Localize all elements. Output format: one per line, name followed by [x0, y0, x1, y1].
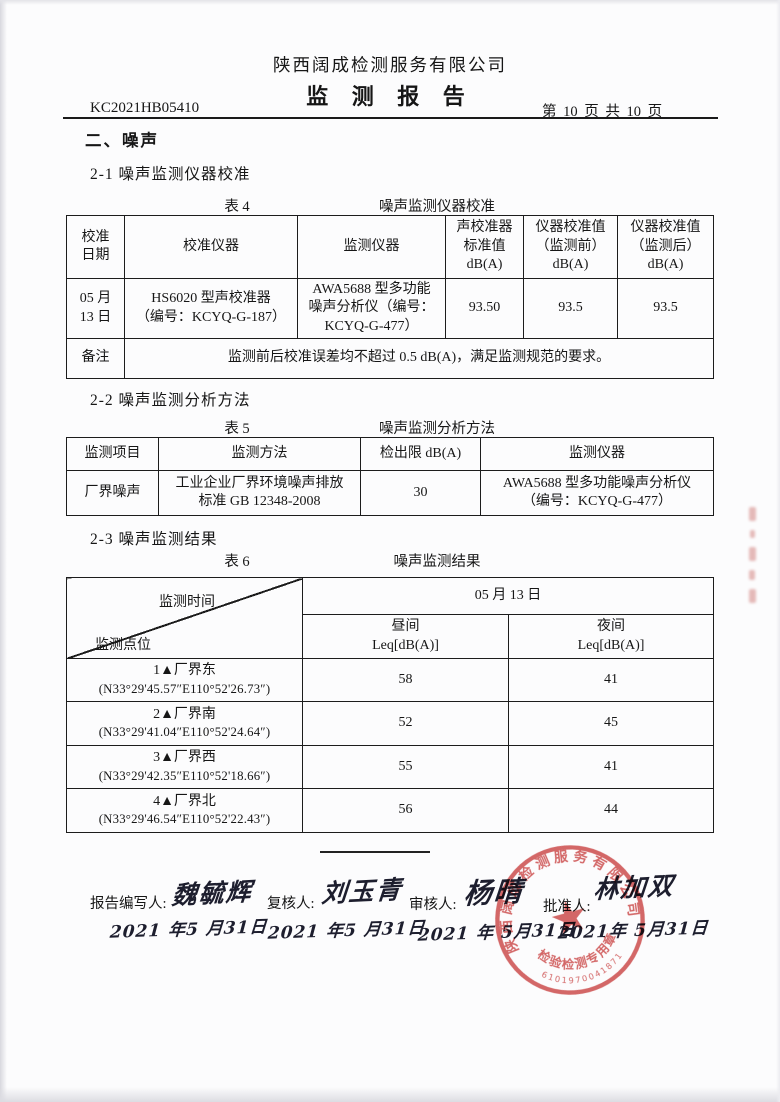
report-title: 监 测 报 告	[306, 84, 474, 109]
table4-header-instrument: 监测仪器	[297, 215, 446, 279]
table4-remark-text: 监测前后校准误差均不超过 0.5 dB(A)，满足监测规范的要求。	[124, 338, 714, 379]
subsection-2-3-title: 2-3 噪声监测结果	[90, 531, 218, 548]
page-indicator: 第 10 页 共 10 页	[542, 104, 663, 120]
night-value: 41	[508, 658, 714, 702]
stamp-company-arc: 陕西阔成检测服务有限公司	[481, 831, 644, 956]
day-value: 55	[302, 745, 509, 789]
table4-data-row: 05 月 13 日 HS6020 型声校准器 （编号：KCYQ-G-187） A…	[66, 278, 714, 339]
point-cell: 3▲厂界西 (N33°29'42.35″E110°52'18.66″)	[66, 745, 303, 789]
table4-cell-std: 93.50	[445, 278, 524, 339]
table-row: 2▲厂界南 (N33°29'41.04″E110°52'24.64″) 52 45	[66, 701, 714, 746]
auditor-label: 审核人:	[409, 897, 457, 913]
table4-caption-title: 噪声监测仪器校准	[379, 199, 495, 215]
method-table: 监测项目 监测方法 检出限 dB(A) 监测仪器 厂界噪声 工业企业厂界环境噪声…	[66, 437, 714, 516]
table4-header-after: 仪器校准值 （监测后） dB(A)	[617, 215, 714, 279]
official-stamp: 陕西阔成检测服务有限公司 检验检测专用章 6101970041871	[481, 831, 645, 995]
table6-date-header: 05 月 13 日	[302, 577, 714, 615]
reviewer-signature: 刘玉青	[320, 874, 405, 909]
report-number: KC2021HB05410	[90, 100, 200, 116]
night-value: 41	[508, 745, 714, 789]
table6-daynight-row: 昼间 Leq[dB(A)] 夜间 Leq[dB(A)]	[67, 614, 714, 659]
day-value: 52	[302, 701, 509, 746]
monitoring-point-label: 监测点位	[95, 637, 151, 653]
table5-cell-method: 工业企业厂界环境噪声排放 标准 GB 12348-2008	[158, 470, 361, 516]
point-coords: (N33°29'46.54″E110°52'22.43″)	[98, 812, 271, 827]
monitoring-time-label: 监测时间	[159, 595, 215, 610]
day-value: 58	[302, 658, 509, 702]
table4-cell-before: 93.5	[523, 278, 618, 339]
table4-header-std: 声校准器 标准值 dB(A)	[445, 215, 524, 279]
stamp-bleed-artifact	[746, 498, 758, 648]
company-name: 陕西阔成检测服务有限公司	[273, 55, 507, 75]
point-cell: 1▲厂界东 (N33°29'45.57″E110°52'26.73″)	[66, 658, 303, 702]
writer-date: 2021 年5 月31日	[109, 917, 269, 943]
table5-cell-instrument: AWA5688 型多功能噪声分析仪 （编号：KCYQ-G-477）	[480, 470, 714, 516]
subsection-2-1-title: 2-1 噪声监测仪器校准	[90, 166, 251, 183]
table5-header-item: 监测项目	[66, 437, 159, 471]
table-row: 4▲厂界北 (N33°29'46.54″E110°52'22.43″) 56 44	[66, 788, 714, 833]
point-name: 2▲厂界南	[153, 706, 216, 722]
table4-caption-no: 表 4	[224, 199, 250, 215]
table5-header-row: 监测项目 监测方法 检出限 dB(A) 监测仪器	[66, 437, 714, 471]
stamp-star-icon	[551, 900, 585, 935]
point-coords: (N33°29'41.04″E110°52'24.64″)	[98, 725, 271, 740]
reviewer-label: 复核人:	[267, 896, 315, 912]
table4-cell-date: 05 月 13 日	[66, 278, 125, 339]
scan-edge-right	[776, 0, 780, 1102]
table5-caption-title: 噪声监测分析方法	[379, 421, 495, 437]
table6-diagonal-header-cell: 监测时间 监测点位	[66, 577, 303, 659]
scan-edge-bottom	[0, 1087, 780, 1102]
point-name: 4▲厂界北	[153, 793, 216, 809]
table6-date-row: 监测时间 监测点位 05 月 13 日	[66, 577, 714, 659]
table4-header-date: 校准 日期	[66, 215, 125, 279]
table6-caption-title: 噪声监测结果	[393, 554, 481, 570]
table4-header-row: 校准 日期 校准仪器 监测仪器 声校准器 标准值 dB(A) 仪器校准值 （监测…	[66, 215, 714, 279]
table4-header-before: 仪器校准值 （监测前） dB(A)	[523, 215, 618, 279]
day-value: 56	[302, 788, 509, 833]
writer-signature: 魏毓辉	[170, 876, 255, 911]
table5-header-instrument: 监测仪器	[480, 437, 714, 471]
point-coords: (N33°29'45.57″E110°52'26.73″)	[98, 681, 271, 696]
point-coords: (N33°29'42.35″E110°52'18.66″)	[98, 768, 271, 783]
table4-cell-after: 93.5	[617, 278, 714, 339]
table5-caption-no: 表 5	[224, 421, 250, 437]
table5-header-limit: 检出限 dB(A)	[360, 437, 481, 471]
section-noise-title: 二、噪声	[85, 131, 159, 150]
night-value: 45	[508, 701, 714, 746]
point-name: 3▲厂界西	[153, 750, 216, 766]
calibration-table: 校准 日期 校准仪器 监测仪器 声校准器 标准值 dB(A) 仪器校准值 （监测…	[66, 215, 714, 379]
table6-night-header: 夜间 Leq[dB(A)]	[508, 614, 714, 659]
point-name: 1▲厂界东	[153, 663, 216, 679]
table4-cell-calibrator: HS6020 型声校准器 （编号：KCYQ-G-187）	[124, 278, 298, 339]
svg-text:陕西阔成检测服务有限公司: 陕西阔成检测服务有限公司	[481, 831, 644, 956]
table6-caption-no: 表 6	[224, 554, 250, 570]
table5-cell-limit: 30	[360, 470, 481, 516]
subsection-2-2-title: 2-2 噪声监测分析方法	[90, 392, 251, 409]
stamp-ring	[495, 845, 645, 995]
scan-edge-top	[0, 0, 780, 5]
table4-header-calibrator: 校准仪器	[124, 215, 298, 279]
scan-edge-left	[0, 0, 7, 1102]
table4-remark-label: 备注	[66, 338, 125, 379]
table6-day-header: 昼间 Leq[dB(A)]	[302, 614, 509, 659]
table5-cell-item: 厂界噪声	[66, 470, 159, 516]
header-rule	[63, 117, 718, 119]
table5-data-row: 厂界噪声 工业企业厂界环境噪声排放 标准 GB 12348-2008 30 AW…	[66, 470, 714, 516]
result-table: 监测时间 监测点位 05 月 13 日 昼间 Leq[dB(A)] 夜间 Leq…	[66, 577, 714, 833]
table4-remark-row: 备注 监测前后校准误差均不超过 0.5 dB(A)，满足监测规范的要求。	[66, 338, 714, 379]
signature-rule	[320, 851, 430, 853]
point-cell: 2▲厂界南 (N33°29'41.04″E110°52'24.64″)	[66, 701, 303, 746]
writer-label: 报告编写人:	[90, 896, 167, 912]
reviewer-date: 2021 年5 月31日	[267, 918, 427, 944]
point-cell: 4▲厂界北 (N33°29'46.54″E110°52'22.43″)	[66, 788, 303, 833]
table5-header-method: 监测方法	[158, 437, 361, 471]
night-value: 44	[508, 788, 714, 833]
table4-cell-instrument: AWA5688 型多功能 噪声分析仪（编号： KCYQ-G-477）	[297, 278, 446, 339]
table-row: 1▲厂界东 (N33°29'45.57″E110°52'26.73″) 58 41	[66, 658, 714, 702]
table-row: 3▲厂界西 (N33°29'42.35″E110°52'18.66″) 55 41	[66, 745, 714, 789]
